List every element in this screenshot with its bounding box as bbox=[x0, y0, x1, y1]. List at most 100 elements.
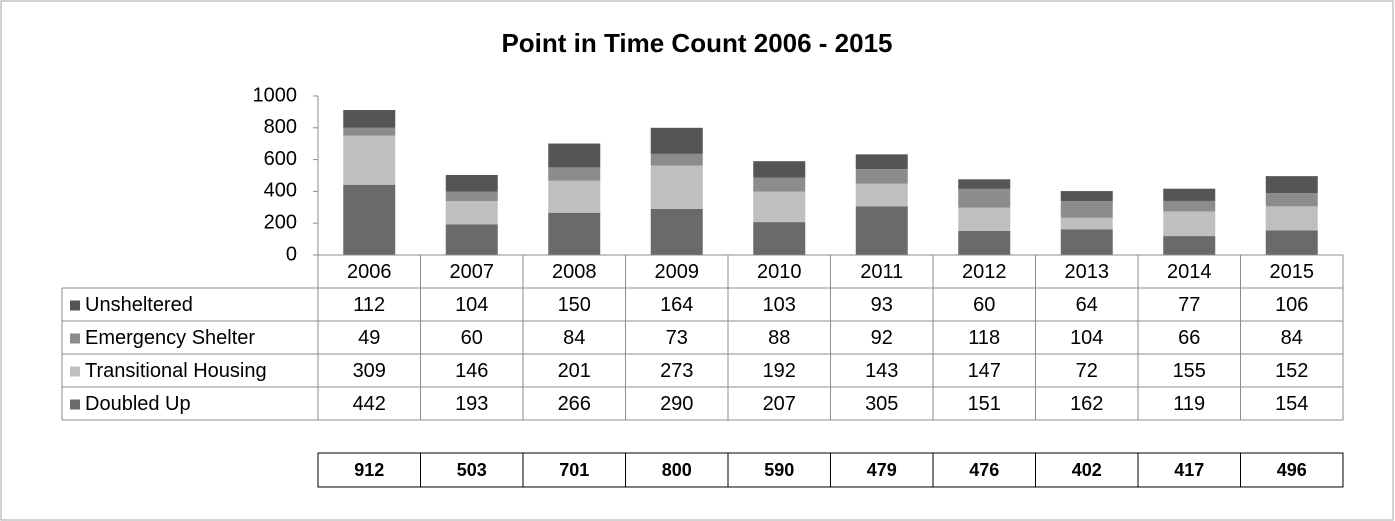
x-tick-label: 2015 bbox=[1270, 261, 1315, 283]
x-tick-label: 2010 bbox=[757, 261, 802, 283]
table-cell: 192 bbox=[763, 360, 796, 382]
table-cell: 60 bbox=[973, 294, 995, 316]
total-cell: 503 bbox=[457, 460, 487, 480]
bar-segment bbox=[343, 184, 396, 255]
total-cell: 701 bbox=[559, 460, 589, 480]
table-cell: 143 bbox=[865, 360, 898, 382]
table-cell: 112 bbox=[353, 294, 385, 316]
table-cell: 290 bbox=[660, 393, 693, 415]
bar-segment bbox=[548, 180, 601, 213]
bar-segment bbox=[343, 127, 396, 136]
table-cell: 64 bbox=[1076, 294, 1098, 316]
table-cell: 151 bbox=[968, 393, 1001, 415]
bar-segment bbox=[753, 161, 806, 178]
table-cell: 84 bbox=[1281, 327, 1303, 349]
bar-segment bbox=[958, 207, 1011, 231]
bar-segment bbox=[855, 154, 908, 170]
bar-segment bbox=[958, 188, 1011, 208]
table-cell: 119 bbox=[1173, 393, 1205, 415]
y-tick-label: 0 bbox=[286, 243, 297, 265]
y-tick-label: 1000 bbox=[253, 84, 298, 106]
bar-segment bbox=[1163, 188, 1216, 201]
bar-segment bbox=[1060, 229, 1113, 255]
bar-segment bbox=[1265, 230, 1318, 255]
table-cell: 309 bbox=[353, 360, 386, 382]
table-cell: 104 bbox=[455, 294, 488, 316]
bar-segment bbox=[958, 230, 1011, 255]
total-cell: 417 bbox=[1174, 460, 1204, 480]
y-tick-label: 600 bbox=[264, 148, 297, 170]
legend-swatch bbox=[70, 399, 80, 410]
bar-segment bbox=[855, 206, 908, 255]
bar-segment bbox=[343, 135, 396, 185]
total-cell: 912 bbox=[354, 460, 384, 480]
table-cell: 73 bbox=[666, 327, 688, 349]
total-cell: 800 bbox=[662, 460, 692, 480]
bar-segment bbox=[1060, 191, 1113, 202]
table-cell: 106 bbox=[1275, 294, 1308, 316]
table-cell: 442 bbox=[353, 393, 386, 415]
bar-segment bbox=[548, 143, 601, 168]
bar-segment bbox=[445, 224, 498, 255]
bar-segment bbox=[753, 177, 806, 192]
bar-segment bbox=[548, 167, 601, 181]
bar-segment bbox=[958, 179, 1011, 189]
bar-segment bbox=[650, 127, 703, 154]
y-tick-label: 200 bbox=[264, 211, 297, 233]
x-tick-label: 2006 bbox=[347, 261, 392, 283]
table-cell: 150 bbox=[558, 294, 591, 316]
bar-segment bbox=[548, 212, 601, 255]
table-cell: 118 bbox=[968, 327, 1000, 349]
x-tick-label: 2007 bbox=[450, 261, 495, 283]
legend-label: Doubled Up bbox=[85, 393, 191, 415]
x-tick-label: 2014 bbox=[1167, 261, 1212, 283]
legend-swatch bbox=[70, 300, 80, 311]
chart-title: Point in Time Count 2006 - 2015 bbox=[501, 28, 892, 58]
bar-segment bbox=[1265, 206, 1318, 231]
table-cell: 84 bbox=[563, 327, 585, 349]
table-cell: 146 bbox=[455, 360, 488, 382]
y-tick-label: 400 bbox=[264, 180, 297, 202]
total-cell: 402 bbox=[1072, 460, 1102, 480]
bar-segment bbox=[343, 109, 396, 128]
table-cell: 201 bbox=[558, 360, 591, 382]
table-cell: 155 bbox=[1173, 360, 1206, 382]
legend-label: Emergency Shelter bbox=[85, 327, 255, 349]
table-cell: 266 bbox=[558, 393, 591, 415]
table-cell: 207 bbox=[763, 393, 796, 415]
bar-segment bbox=[445, 201, 498, 225]
bar-segment bbox=[1265, 192, 1318, 207]
bar-segment bbox=[650, 165, 703, 209]
table-cell: 147 bbox=[968, 360, 1001, 382]
total-cell: 496 bbox=[1277, 460, 1307, 480]
x-tick-label: 2013 bbox=[1065, 261, 1110, 283]
total-cell: 476 bbox=[969, 460, 999, 480]
table-cell: 152 bbox=[1275, 360, 1308, 382]
legend-swatch bbox=[70, 333, 80, 344]
table-cell: 77 bbox=[1178, 294, 1200, 316]
bar-segment bbox=[1060, 217, 1113, 230]
table-cell: 104 bbox=[1070, 327, 1103, 349]
table-cell: 92 bbox=[871, 327, 893, 349]
table-cell: 154 bbox=[1275, 393, 1308, 415]
table-cell: 162 bbox=[1070, 393, 1103, 415]
table-cell: 93 bbox=[871, 294, 893, 316]
table-cell: 273 bbox=[660, 360, 693, 382]
bar-segment bbox=[1163, 200, 1216, 212]
total-cell: 590 bbox=[764, 460, 794, 480]
bar-segment bbox=[855, 169, 908, 184]
table-cell: 66 bbox=[1178, 327, 1200, 349]
table-cell: 164 bbox=[660, 294, 693, 316]
bar-segment bbox=[855, 183, 908, 207]
table-cell: 305 bbox=[865, 393, 898, 415]
bar-segment bbox=[650, 208, 703, 255]
bar-segment bbox=[1265, 176, 1318, 193]
x-tick-label: 2008 bbox=[552, 261, 597, 283]
bar-segment bbox=[445, 191, 498, 202]
table-cell: 49 bbox=[358, 327, 380, 349]
bar-segment bbox=[650, 153, 703, 166]
table-cell: 88 bbox=[768, 327, 790, 349]
total-cell: 479 bbox=[867, 460, 897, 480]
